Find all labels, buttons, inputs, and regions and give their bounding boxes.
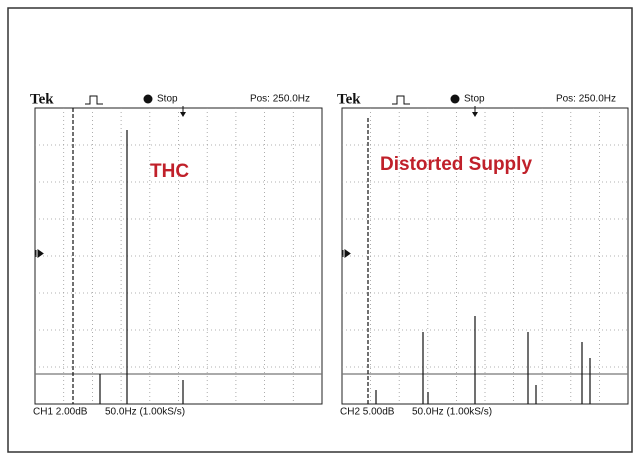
timebase: 50.0Hz (1.00kS/s) [412, 407, 492, 418]
brand: Tek [30, 91, 54, 107]
annotation: Distorted Supply [380, 154, 532, 175]
outer-border [8, 8, 632, 452]
timebase: 50.0Hz (1.00kS/s) [105, 407, 185, 418]
position: Pos: 250.0Hz [556, 94, 616, 105]
position: Pos: 250.0Hz [250, 94, 310, 105]
channel-scale: CH2 5.00dB [340, 407, 395, 418]
screenshot: Tek Stop Pos: 250.0Hz THC CH1 2.00dB 50.0Hz (… [0, 0, 640, 459]
stop-dot [144, 95, 153, 104]
stop-dot [451, 95, 460, 104]
page: {"panels": [ {"brand": "Tek", "status": … [0, 0, 640, 459]
annotation: THC [150, 161, 189, 182]
brand: Tek [337, 91, 361, 107]
channel-scale: CH1 2.00dB [33, 407, 88, 418]
status: Stop [157, 94, 178, 105]
status: Stop [464, 94, 485, 105]
